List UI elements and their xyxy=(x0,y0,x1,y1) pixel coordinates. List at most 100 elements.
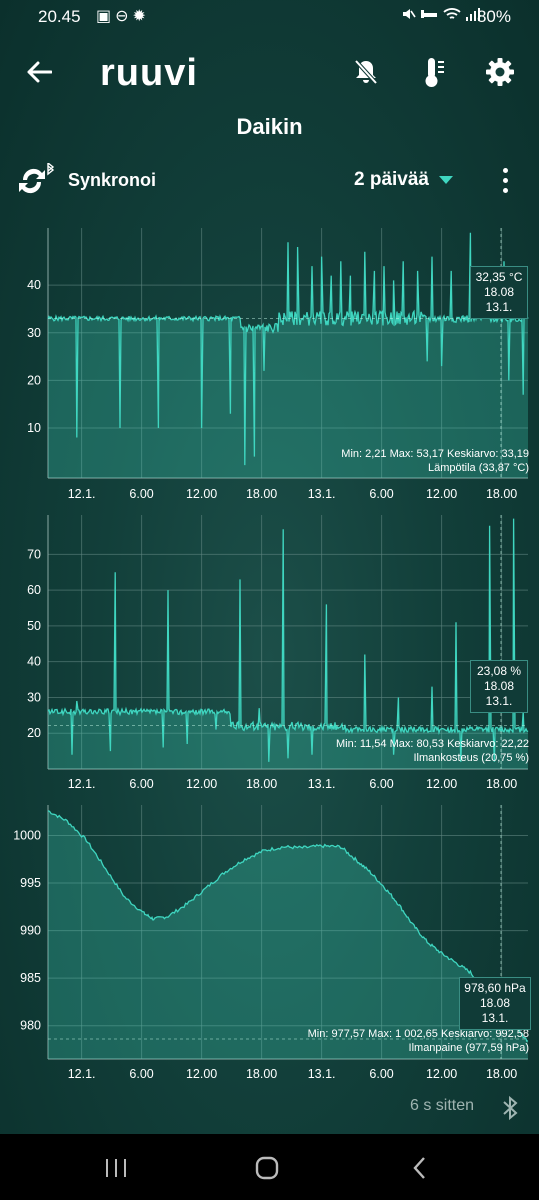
pressure-legend: Ilmanpaine (977,59 hPa) xyxy=(408,1042,529,1054)
sensor-card-button[interactable] xyxy=(412,50,456,94)
mute-icon xyxy=(402,9,416,19)
chevron-down-icon xyxy=(439,176,453,184)
thermometer-icon xyxy=(425,58,444,87)
signal-icon xyxy=(466,8,480,21)
recent-apps-icon xyxy=(106,1159,126,1177)
temperature-stats: Min: 2,21 Max: 53,17 Keskiarvo: 33,19 Lä… xyxy=(341,447,529,475)
x-tick-label: 18.00 xyxy=(246,777,277,791)
sensor-title: Daikin xyxy=(236,114,303,139)
kebab-dot xyxy=(502,167,508,173)
status-right-icons xyxy=(400,6,481,25)
humidity-stats: Min: 11,54 Max: 80,53 Keskiarvo: 22,22 I… xyxy=(336,737,529,765)
status-bar: 20.45 ▣⊖✹ 80% xyxy=(0,0,539,34)
settings-button[interactable] xyxy=(478,50,522,94)
marker-value: 23,08 % xyxy=(476,664,522,678)
sync-label: Synkronoi xyxy=(68,169,157,190)
y-tick-label: 30 xyxy=(27,326,41,340)
sync-row: Synkronoi 2 päivää xyxy=(0,160,539,200)
x-tick-label: 6.00 xyxy=(369,777,393,791)
bluetooth-sync-icon xyxy=(19,163,55,194)
x-tick-label: 18.00 xyxy=(246,1067,277,1081)
y-tick-label: 40 xyxy=(27,655,41,669)
x-tick-label: 13.1. xyxy=(308,777,336,791)
marker-value: 32,35 °C xyxy=(475,270,523,284)
y-tick-label: 30 xyxy=(27,690,41,704)
x-tick-label: 6.00 xyxy=(129,1067,153,1081)
system-navbar xyxy=(0,1134,539,1200)
nav-back-button[interactable] xyxy=(390,1146,450,1190)
temperature-chart[interactable]: 10 20 30 40 12.1. 6.00 12.00 18.00 13.1. 6.00 12.0… xyxy=(0,210,539,510)
bluetooth-icon xyxy=(503,1095,518,1121)
humidity-series-line xyxy=(47,518,529,762)
x-tick-label: 13.1. xyxy=(308,487,336,501)
kebab-dot xyxy=(502,177,508,183)
wifi-icon xyxy=(442,8,461,19)
pressure-series-line xyxy=(47,810,529,1042)
gear-outline-icon: ✹ xyxy=(132,8,150,25)
sync-button[interactable]: Synkronoi xyxy=(18,160,156,200)
marker-date: 13.1. xyxy=(485,694,513,708)
alerts-button[interactable] xyxy=(344,50,388,94)
x-tick-label: 6.00 xyxy=(129,487,153,501)
pressure-stats: Min: 977,57 Max: 1 002,65 Keskiarvo: 992… xyxy=(308,1027,529,1055)
pressure-chart[interactable]: 980 985 990 995 1000 12.1. 6.00 12.00 18.00 13.1.… xyxy=(0,795,539,1095)
pressure-stats-text: Min: 977,57 Max: 1 002,65 Keskiarvo: 992… xyxy=(307,1028,529,1040)
humidity-marker: 23,08 % 18.08 13.1. xyxy=(470,660,528,713)
marker-date: 13.1. xyxy=(485,300,513,314)
x-tick-label: 18.00 xyxy=(246,487,277,501)
x-tick-label: 12.1. xyxy=(68,777,96,791)
x-tick-label: 18.00 xyxy=(486,777,517,791)
temperature-series-area xyxy=(48,232,528,478)
last-update-text: 6 s sitten xyxy=(410,1097,475,1114)
back-button[interactable] xyxy=(17,50,61,94)
y-tick-label: 980 xyxy=(20,1019,41,1033)
back-arrow-icon xyxy=(27,61,52,83)
recent-apps-button[interactable] xyxy=(86,1146,146,1190)
x-tick-label: 18.00 xyxy=(486,1067,517,1081)
home-button[interactable] xyxy=(237,1146,297,1190)
marker-time: 18.08 xyxy=(483,679,515,693)
y-tick-label: 20 xyxy=(27,373,41,387)
y-tick-label: 20 xyxy=(27,726,41,740)
humidity-legend: Ilmankosteus (20,75 %) xyxy=(413,752,529,764)
humidity-series-area xyxy=(48,518,528,769)
x-tick-label: 12.1. xyxy=(68,1067,96,1081)
x-tick-label: 12.00 xyxy=(426,777,457,791)
y-tick-label: 70 xyxy=(27,547,41,561)
do-not-disturb-icon xyxy=(421,10,438,18)
x-tick-label: 12.00 xyxy=(426,487,457,501)
y-tick-label: 60 xyxy=(27,583,41,597)
ruuvi-logo: ruuvi xyxy=(100,52,198,94)
kebab-dot xyxy=(502,187,508,193)
humidity-stats-text: Min: 11,54 Max: 80,53 Keskiarvo: 22,22 xyxy=(335,738,529,750)
temperature-legend: Lämpötila (33,87 °C) xyxy=(427,462,529,474)
temperature-stats-text: Min: 2,21 Max: 53,17 Keskiarvo: 33,19 xyxy=(341,448,529,460)
humidity-chart-svg: 20 30 40 50 60 70 12.1. 6.00 12.00 18.00 13.1. 6.00… xyxy=(27,515,529,791)
back-icon xyxy=(413,1157,425,1179)
x-tick-label: 12.1. xyxy=(68,487,96,501)
y-tick-label: 1000 xyxy=(13,828,41,842)
status-left-icons: ▣⊖✹ xyxy=(96,6,150,26)
settings-gear-icon xyxy=(486,58,514,86)
pressure-chart-svg: 980 985 990 995 1000 12.1. 6.00 12.00 18.00 13.1.… xyxy=(13,805,529,1081)
x-tick-label: 18.00 xyxy=(486,487,517,501)
temperature-marker: 32,35 °C 18.08 13.1. xyxy=(470,266,528,319)
y-tick-label: 50 xyxy=(27,619,41,633)
y-tick-label: 990 xyxy=(20,924,41,938)
bell-off-icon xyxy=(354,59,378,85)
period-dropdown[interactable]: 2 päivää xyxy=(354,160,453,200)
period-label: 2 päivää xyxy=(354,169,429,190)
status-time: 20.45 xyxy=(38,7,81,26)
pressure-series-area xyxy=(48,810,528,1059)
battery-level: 80% xyxy=(476,7,511,26)
humidity-chart[interactable]: 20 30 40 50 60 70 12.1. 6.00 12.00 18.00 13.1. 6.00… xyxy=(0,505,539,805)
more-options-button[interactable] xyxy=(490,160,520,200)
marker-time: 18.08 xyxy=(479,996,511,1010)
y-tick-label: 10 xyxy=(27,421,41,435)
marker-time: 18.08 xyxy=(483,285,515,299)
x-tick-label: 6.00 xyxy=(369,487,393,501)
picture-icon: ▣ xyxy=(96,8,116,25)
pressure-marker: 978,60 hPa 18.08 13.1. xyxy=(459,977,531,1030)
temperature-series-line xyxy=(47,232,529,466)
